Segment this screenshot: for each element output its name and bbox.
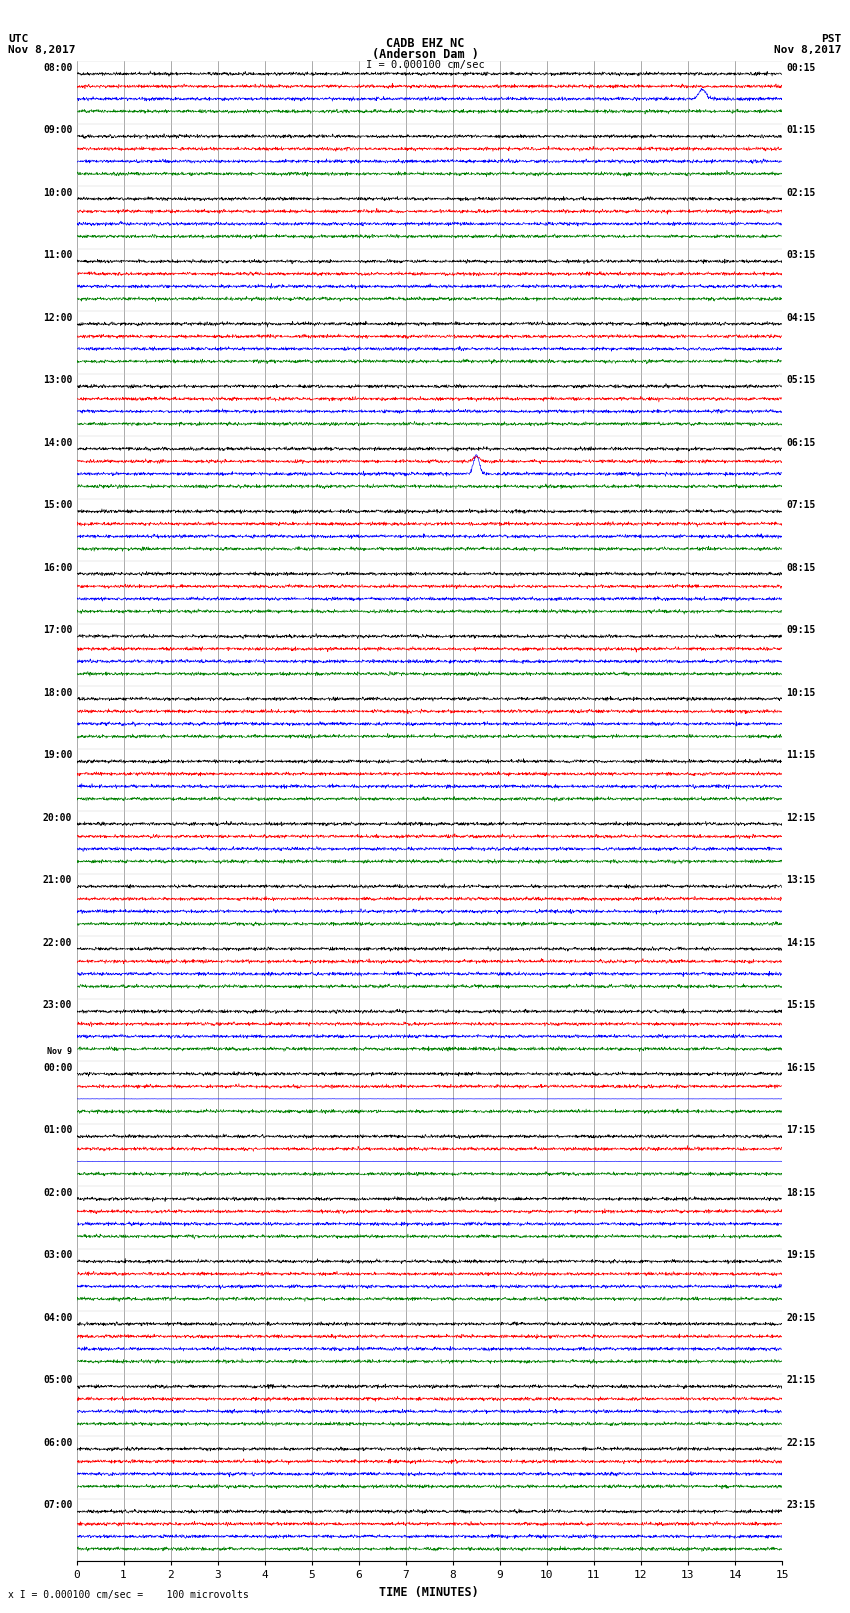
Text: (Anderson Dam ): (Anderson Dam ) [371,48,479,61]
Text: 13:15: 13:15 [786,876,816,886]
Text: 19:15: 19:15 [786,1250,816,1260]
Text: 18:00: 18:00 [42,687,72,697]
Text: 17:15: 17:15 [786,1126,816,1136]
Text: 02:00: 02:00 [42,1187,72,1197]
Text: 21:15: 21:15 [786,1376,816,1386]
Text: 16:00: 16:00 [42,563,72,573]
Text: I = 0.000100 cm/sec: I = 0.000100 cm/sec [366,60,484,69]
Text: 07:00: 07:00 [42,1500,72,1510]
Text: 08:00: 08:00 [42,63,72,73]
Text: 15:15: 15:15 [786,1000,816,1010]
Text: UTC: UTC [8,34,29,44]
Text: Nov 9: Nov 9 [48,1047,72,1057]
Text: 04:15: 04:15 [786,313,816,323]
Text: 17:00: 17:00 [42,626,72,636]
X-axis label: TIME (MINUTES): TIME (MINUTES) [379,1586,479,1598]
Text: 22:00: 22:00 [42,937,72,947]
Text: 23:00: 23:00 [42,1000,72,1010]
Text: 12:15: 12:15 [786,813,816,823]
Text: 00:00: 00:00 [42,1063,72,1073]
Text: 13:00: 13:00 [42,376,72,386]
Text: 10:00: 10:00 [42,187,72,197]
Text: 22:15: 22:15 [786,1437,816,1447]
Text: 10:15: 10:15 [786,687,816,697]
Text: 01:00: 01:00 [42,1126,72,1136]
Text: 23:15: 23:15 [786,1500,816,1510]
Text: 11:00: 11:00 [42,250,72,260]
Text: 05:00: 05:00 [42,1376,72,1386]
Text: 06:15: 06:15 [786,437,816,447]
Text: x I = 0.000100 cm/sec =    100 microvolts: x I = 0.000100 cm/sec = 100 microvolts [8,1590,249,1600]
Text: 09:00: 09:00 [42,126,72,135]
Text: Nov 8,2017: Nov 8,2017 [8,45,76,55]
Text: 18:15: 18:15 [786,1187,816,1197]
Text: 12:00: 12:00 [42,313,72,323]
Text: 01:15: 01:15 [786,126,816,135]
Text: 20:15: 20:15 [786,1313,816,1323]
Text: 15:00: 15:00 [42,500,72,510]
Text: 07:15: 07:15 [786,500,816,510]
Text: 04:00: 04:00 [42,1313,72,1323]
Text: 11:15: 11:15 [786,750,816,760]
Text: 21:00: 21:00 [42,876,72,886]
Text: Nov 8,2017: Nov 8,2017 [774,45,842,55]
Text: 02:15: 02:15 [786,187,816,197]
Text: 08:15: 08:15 [786,563,816,573]
Text: 16:15: 16:15 [786,1063,816,1073]
Text: 06:00: 06:00 [42,1437,72,1447]
Text: 00:15: 00:15 [786,63,816,73]
Text: 03:00: 03:00 [42,1250,72,1260]
Text: PST: PST [821,34,842,44]
Text: 05:15: 05:15 [786,376,816,386]
Text: 19:00: 19:00 [42,750,72,760]
Text: CADB EHZ NC: CADB EHZ NC [386,37,464,50]
Text: 20:00: 20:00 [42,813,72,823]
Text: 14:15: 14:15 [786,937,816,947]
Text: 03:15: 03:15 [786,250,816,260]
Text: 09:15: 09:15 [786,626,816,636]
Text: 14:00: 14:00 [42,437,72,447]
